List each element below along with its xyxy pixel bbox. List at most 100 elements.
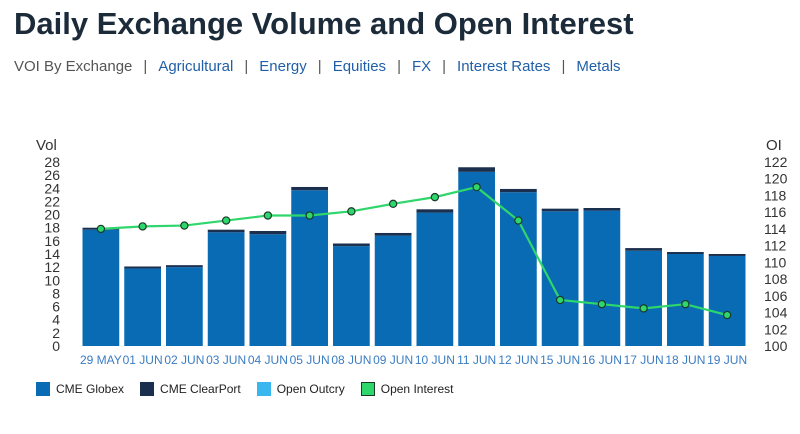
y-tick-right: 104 <box>764 305 788 321</box>
nav-link-metals[interactable]: Metals <box>576 58 621 75</box>
nav-separator: | <box>143 58 148 75</box>
y-tick-right: 108 <box>764 271 788 287</box>
legend-item-cme-clearport[interactable]: CME ClearPort <box>140 382 241 396</box>
y-tick-right: 120 <box>764 171 788 187</box>
y-tick-left: 10 <box>44 272 60 288</box>
nav-separator: | <box>442 58 447 75</box>
bar-cme-clearport <box>166 265 203 268</box>
y-axis-title-right: OI <box>766 137 782 154</box>
x-tick-label: 09 JUN <box>373 353 413 367</box>
y-tick-left: 0 <box>52 338 60 354</box>
legend-swatch-cme-globex <box>36 382 50 396</box>
nav-current-voi-by-exchange: VOI By Exchange <box>14 58 133 75</box>
bar-cme-clearport <box>625 248 662 251</box>
category-nav: VOI By Exchange | Agricultural | Energy | Equi… <box>14 58 621 75</box>
legend-swatch-open-outcry <box>256 382 271 396</box>
bar-cme-clearport <box>708 254 746 256</box>
y-tick-left: 12 <box>44 259 60 275</box>
open-interest-point <box>639 304 648 313</box>
open-interest-line <box>100 185 728 317</box>
bar-cme-clearport <box>458 167 495 172</box>
x-tick-label: 11 JUN <box>457 353 496 367</box>
y-tick-left: 14 <box>44 246 60 262</box>
open-interest-point <box>430 192 440 202</box>
legend-item-open-interest[interactable]: Open Interest <box>360 382 454 396</box>
x-tick-label: 18 JUN <box>665 353 705 367</box>
y-tick-right: 102 <box>764 321 788 337</box>
open-interest-point <box>472 182 481 192</box>
open-interest-point <box>138 222 147 231</box>
open-interest-point <box>263 211 273 220</box>
open-interest-point <box>221 216 231 225</box>
y-tick-left: 24 <box>44 180 60 196</box>
x-tick-label: 01 JUN <box>123 353 163 367</box>
volume-oi-chart: Vol OI02468101214161820222426281001021041… <box>36 137 788 367</box>
open-interest-point <box>305 211 314 220</box>
nav-link-energy[interactable]: Energy <box>259 58 307 75</box>
y-tick-left: 26 <box>44 167 60 183</box>
x-tick-label: 08 JUN <box>331 353 371 367</box>
y-tick-left: 6 <box>52 299 60 315</box>
bar-cme-globex <box>249 234 287 346</box>
bar-cme-clearport <box>374 232 412 236</box>
bar-cme-clearport <box>667 252 704 254</box>
bar-cme-globex <box>416 212 454 346</box>
y-tick-left: 4 <box>52 312 60 328</box>
open-interest-point <box>180 221 189 230</box>
page-title: Daily Exchange Volume and Open Interest <box>14 6 634 41</box>
nav-link-agricultural[interactable]: Agricultural <box>158 58 234 75</box>
x-tick-label: 10 JUN <box>415 353 455 367</box>
legend-label: Open Interest <box>380 382 454 396</box>
y-tick-right: 100 <box>764 338 788 354</box>
legend-item-open-outcry[interactable]: Open Outcry <box>256 382 345 396</box>
y-tick-right: 116 <box>764 204 787 220</box>
bar-cme-clearport <box>583 208 621 211</box>
bar-cme-clearport <box>249 231 287 235</box>
bar-cme-clearport <box>207 229 245 233</box>
nav-link-equities[interactable]: Equities <box>332 58 387 75</box>
open-interest-point <box>96 224 106 234</box>
chart-legend: CME Globex CME ClearPort Open Outcry Ope… <box>36 382 469 396</box>
bar-cme-clearport <box>416 209 454 213</box>
bar-cme-globex <box>583 210 621 346</box>
bar-cme-globex <box>166 267 203 346</box>
y-tick-right: 112 <box>764 238 787 254</box>
y-axis-title-left: Vol <box>36 137 57 154</box>
bar-cme-clearport <box>124 266 161 269</box>
legend-swatch-open-interest <box>360 382 375 396</box>
bar-cme-clearport <box>541 208 579 212</box>
bar-cme-globex <box>207 232 245 346</box>
y-tick-right: 110 <box>764 254 787 270</box>
legend-swatch-cme-clearport <box>140 382 155 396</box>
nav-separator: | <box>397 58 401 75</box>
legend-label: CME ClearPort <box>160 382 241 396</box>
nav-link-interest-rates[interactable]: Interest Rates <box>457 58 551 75</box>
x-tick-label: 17 JUN <box>624 353 664 367</box>
legend-label: CME Globex <box>56 382 125 396</box>
open-interest-point <box>681 299 690 309</box>
x-tick-label: 19 JUN <box>707 353 747 367</box>
y-tick-left: 16 <box>44 233 60 249</box>
x-tick-label: 16 JUN <box>582 353 622 367</box>
bar-cme-clearport <box>333 243 370 247</box>
y-tick-left: 20 <box>44 207 60 223</box>
y-tick-right: 122 <box>764 154 788 170</box>
nav-link-fx[interactable]: FX <box>411 58 432 75</box>
nav-separator: | <box>244 58 249 75</box>
legend-item-cme-globex[interactable]: CME Globex <box>36 382 124 396</box>
bar-cme-clearport <box>500 188 537 193</box>
x-tick-label: 04 JUN <box>248 353 288 367</box>
bar-cme-globex <box>374 235 412 346</box>
x-tick-label: 05 JUN <box>290 353 330 367</box>
open-interest-point <box>347 207 356 216</box>
nav-separator: | <box>317 58 322 75</box>
open-interest-point <box>388 199 398 209</box>
y-tick-right: 114 <box>764 221 787 237</box>
bar-cme-globex <box>541 211 579 346</box>
y-tick-left: 28 <box>44 154 60 170</box>
x-tick-label: 12 JUN <box>498 353 538 367</box>
legend-label: Open Outcry <box>276 382 345 396</box>
bar-cme-globex <box>458 171 495 346</box>
y-tick-right: 106 <box>764 288 788 304</box>
y-tick-left: 2 <box>52 325 60 341</box>
